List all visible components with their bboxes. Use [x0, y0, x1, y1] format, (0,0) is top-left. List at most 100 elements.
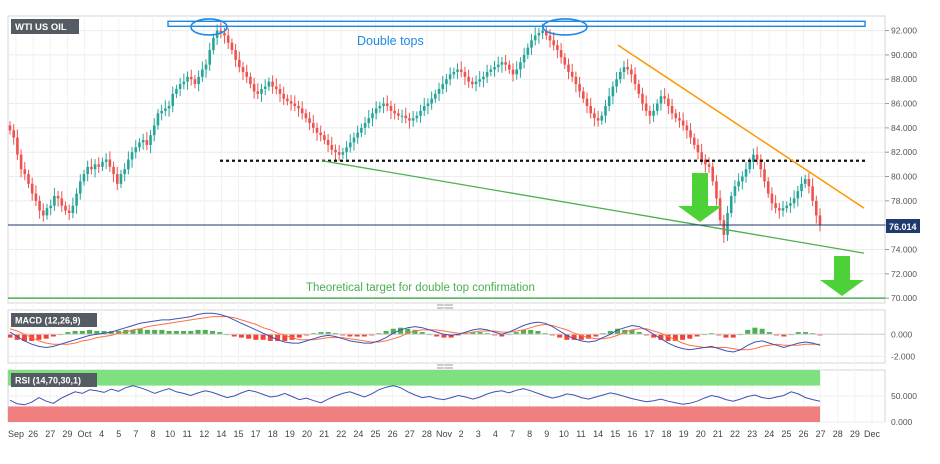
candle-body — [474, 81, 478, 85]
candle-body — [171, 93, 175, 106]
descending-trendline — [617, 44, 865, 209]
candle-body — [718, 198, 722, 221]
candle-body — [193, 79, 197, 85]
candlestick-series — [8, 22, 822, 244]
time-tick-label: 7 — [510, 429, 515, 439]
macd-hist-bar — [231, 334, 237, 337]
macd-hist-bar — [651, 334, 657, 338]
candle-body — [437, 88, 441, 94]
pane-splitter-1[interactable] — [437, 304, 453, 309]
time-tick-label: 4 — [493, 429, 498, 439]
candle-body — [789, 203, 792, 206]
candle-body — [611, 86, 615, 97]
candle-body — [112, 166, 115, 175]
candle-body — [23, 169, 27, 175]
candle-body — [127, 159, 130, 170]
candle-body — [308, 118, 311, 124]
candle-body — [282, 93, 285, 99]
macd-hist-bar — [137, 328, 143, 335]
candle-body — [707, 164, 711, 167]
time-tick-label: 4 — [99, 429, 104, 439]
candle-body — [763, 169, 766, 182]
candle-body — [241, 67, 245, 72]
macd-hist-bar — [332, 333, 338, 335]
time-tick-label: 24 — [764, 429, 774, 439]
macd-hist-bar — [817, 334, 823, 336]
candle-body — [696, 144, 700, 153]
macd-hist-bar — [586, 334, 592, 339]
macd-hist-bar — [217, 332, 223, 335]
candle-body — [27, 174, 30, 184]
time-tick-label: 14 — [593, 429, 603, 439]
macd-hist-bar — [195, 329, 201, 335]
macd-hist-bar — [434, 334, 440, 337]
candle-body — [245, 71, 249, 77]
rsi-oversold-zone — [8, 406, 820, 422]
candle-body — [167, 105, 171, 109]
time-tick-label: 15 — [234, 429, 244, 439]
pane-splitter-2[interactable] — [437, 364, 453, 369]
candle-body — [67, 210, 71, 214]
candle-body — [226, 35, 230, 43]
candle-body — [319, 132, 322, 136]
macd-hist-bar — [477, 332, 483, 335]
macd-hist-bar — [795, 332, 801, 335]
candle-body — [585, 98, 589, 106]
macd-hist-bar — [774, 334, 780, 336]
candle-body — [537, 33, 541, 36]
time-tick-label: 26 — [799, 429, 809, 439]
time-tick-label: 11 — [576, 429, 585, 439]
macd-hist-bar — [383, 330, 389, 335]
candle-body — [160, 110, 163, 114]
price-tick-label: 92.000 — [891, 26, 917, 36]
candle-body — [600, 115, 604, 121]
candle-body — [16, 137, 19, 155]
macd-hist-bar — [87, 329, 93, 335]
macd-hist-bar — [535, 330, 541, 335]
macd-hist-bar — [578, 334, 584, 340]
time-tick-label: 5 — [116, 429, 121, 439]
candle-body — [689, 130, 692, 138]
candle-body — [766, 181, 770, 194]
macd-hist-bar — [600, 333, 606, 335]
time-tick-label: Nov — [436, 429, 453, 439]
down-arrow-1 — [678, 173, 722, 222]
candle-body — [352, 137, 356, 143]
candle-body — [201, 69, 204, 77]
candle-body — [422, 105, 426, 111]
candle-body — [311, 123, 315, 128]
candle-body — [175, 88, 178, 94]
price-tick-label: 88.000 — [891, 74, 917, 84]
time-tick-label: 8 — [150, 429, 155, 439]
macd-lines — [9, 312, 821, 353]
macd-title: MACD (12,26,9) — [15, 316, 81, 326]
candle-body — [563, 57, 567, 65]
price-tick-label: 70.000 — [891, 293, 917, 303]
candle-body — [545, 30, 548, 36]
candle-body — [219, 30, 223, 34]
candle-body — [508, 64, 511, 70]
candle-body — [815, 200, 818, 216]
macd-hist-bar — [730, 334, 736, 338]
candle-body — [238, 59, 241, 68]
candle-body — [559, 50, 563, 58]
candle-body — [818, 215, 822, 226]
candle-body — [82, 174, 86, 182]
candle-body — [145, 140, 149, 145]
candle-body — [356, 132, 359, 138]
candle-body — [408, 118, 411, 121]
candle-body — [463, 71, 467, 77]
time-tick-label: 7 — [133, 429, 138, 439]
macd-hist-bar — [130, 329, 136, 335]
resistance-zone — [167, 20, 866, 27]
candle-body — [526, 47, 530, 55]
time-tick-label: 27 — [45, 429, 55, 439]
candle-body — [86, 166, 89, 175]
time-tick-label: 16 — [627, 429, 637, 439]
macd-hist-bar — [636, 332, 642, 335]
candle-body — [622, 67, 626, 72]
candle-body — [419, 110, 422, 116]
time-tick-label: 29 — [850, 429, 860, 439]
candle-body — [711, 166, 715, 182]
macd-hist-bar — [202, 329, 208, 335]
